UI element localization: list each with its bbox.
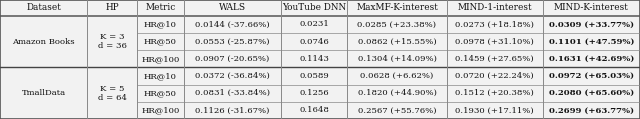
Text: 0.0746: 0.0746 [300, 38, 329, 46]
Text: 0.0231: 0.0231 [300, 20, 329, 28]
Text: 0.1101 (+47.59%): 0.1101 (+47.59%) [548, 38, 634, 46]
Text: HR@10: HR@10 [144, 72, 177, 80]
Text: HR@100: HR@100 [141, 55, 180, 63]
Text: Dataset: Dataset [26, 3, 61, 12]
Text: 0.2567 (+55.76%): 0.2567 (+55.76%) [358, 106, 436, 114]
Text: MaxMF-K-interest: MaxMF-K-interest [356, 3, 438, 12]
Text: WALS: WALS [219, 3, 246, 12]
Text: 0.1512 (+20.38%): 0.1512 (+20.38%) [455, 89, 534, 97]
Text: 0.0628 (+6.62%): 0.0628 (+6.62%) [360, 72, 434, 80]
Text: 0.0144 (-37.66%): 0.0144 (-37.66%) [195, 20, 269, 28]
Text: HR@50: HR@50 [144, 38, 177, 46]
Text: Metric: Metric [145, 3, 175, 12]
Text: 0.0553 (-25.87%): 0.0553 (-25.87%) [195, 38, 269, 46]
Text: 0.0978 (+31.10%): 0.0978 (+31.10%) [455, 38, 534, 46]
Text: 0.1631 (+42.69%): 0.1631 (+42.69%) [548, 55, 634, 63]
Text: 0.2080 (+65.60%): 0.2080 (+65.60%) [548, 89, 634, 97]
Text: TmallData: TmallData [21, 89, 65, 97]
Text: 0.0831 (-33.84%): 0.0831 (-33.84%) [195, 89, 270, 97]
Text: K = 5
d = 64: K = 5 d = 64 [98, 85, 127, 102]
Text: 0.0273 (+18.18%): 0.0273 (+18.18%) [455, 20, 534, 28]
Text: 0.2699 (+63.77%): 0.2699 (+63.77%) [549, 106, 634, 114]
Text: 0.1459 (+27.65%): 0.1459 (+27.65%) [456, 55, 534, 63]
Text: 0.0372 (-36.84%): 0.0372 (-36.84%) [195, 72, 269, 80]
Text: K = 3
d = 36: K = 3 d = 36 [98, 33, 127, 50]
Text: 0.0907 (-20.65%): 0.0907 (-20.65%) [195, 55, 269, 63]
Text: 0.0862 (+15.55%): 0.0862 (+15.55%) [358, 38, 436, 46]
Text: HR@10: HR@10 [144, 20, 177, 28]
Text: 0.0972 (+65.03%): 0.0972 (+65.03%) [549, 72, 634, 80]
Text: YouTube DNN: YouTube DNN [282, 3, 346, 12]
Text: HR@100: HR@100 [141, 106, 180, 114]
Text: MIND-1-interest: MIND-1-interest [458, 3, 532, 12]
Text: 0.1256: 0.1256 [300, 89, 329, 97]
Text: Amazon Books: Amazon Books [12, 38, 75, 46]
Text: 0.0589: 0.0589 [300, 72, 329, 80]
Text: 0.1143: 0.1143 [299, 55, 329, 63]
Text: 0.1304 (+14.09%): 0.1304 (+14.09%) [358, 55, 436, 63]
Text: 0.0309 (+33.77%): 0.0309 (+33.77%) [549, 20, 634, 28]
Text: HP: HP [105, 3, 119, 12]
Text: HR@50: HR@50 [144, 89, 177, 97]
Text: 0.0720 (+22.24%): 0.0720 (+22.24%) [456, 72, 534, 80]
Text: 0.1126 (-31.67%): 0.1126 (-31.67%) [195, 106, 269, 114]
Text: 0.1820 (+44.90%): 0.1820 (+44.90%) [358, 89, 436, 97]
Text: 0.0285 (+23.38%): 0.0285 (+23.38%) [358, 20, 436, 28]
Text: MIND-K-interest: MIND-K-interest [554, 3, 628, 12]
Text: 0.1930 (+17.11%): 0.1930 (+17.11%) [456, 106, 534, 114]
Text: 0.1648: 0.1648 [299, 106, 329, 114]
